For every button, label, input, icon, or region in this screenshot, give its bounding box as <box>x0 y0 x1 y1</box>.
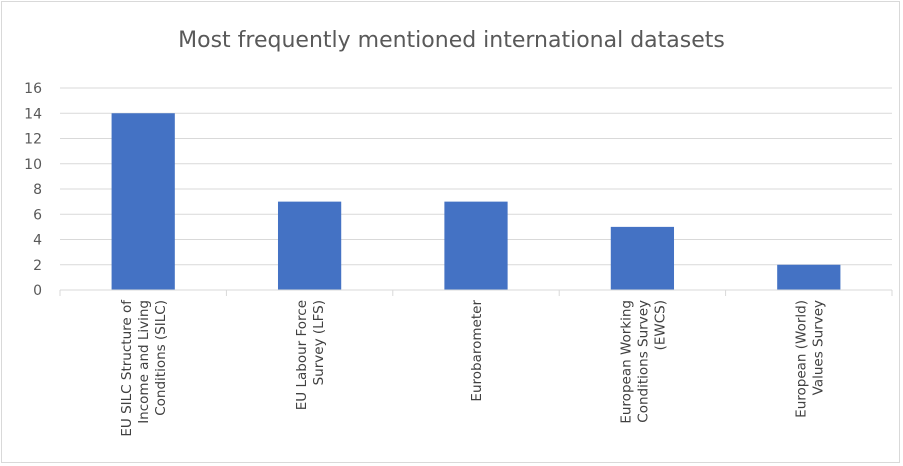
category-label-2: Eurobarometer <box>469 300 485 402</box>
category-label-line: Eurobarometer <box>469 300 485 402</box>
bar-1 <box>277 201 342 290</box>
category-label-line: (EWCS) <box>652 300 668 350</box>
y-tick-label: 14 <box>24 106 42 122</box>
y-tick-label: 16 <box>24 81 42 97</box>
y-tick-label: 12 <box>24 132 42 148</box>
y-tick-label: 10 <box>24 157 42 173</box>
labels: 0 2 4 6 8 10 12 14 16 EU SILC Structure of Income … <box>24 81 826 437</box>
bar-0 <box>111 113 175 290</box>
category-label-3: European Working Conditions Survey (EWCS) <box>618 300 668 424</box>
category-label-line: Conditions (SILC) <box>153 300 169 416</box>
y-tick-label: 2 <box>33 258 42 274</box>
category-label-line: Income and Living <box>136 300 152 424</box>
category-label-4: European (World) Values Survey <box>793 300 826 418</box>
axes <box>59 289 893 296</box>
bar-2 <box>444 201 508 290</box>
category-label-line: EU SILC Structure of <box>119 299 135 437</box>
category-label-line: Survey (LFS) <box>311 300 327 385</box>
category-label-0: EU SILC Structure of Income and Living Con… <box>119 299 169 437</box>
category-label-line: Conditions Survey <box>635 300 651 423</box>
y-tick-label: 8 <box>33 182 42 198</box>
y-tick-label: 0 <box>33 283 42 299</box>
category-label-1: EU Labour Force Survey (LFS) <box>294 300 327 410</box>
category-label-line: Values Survey <box>810 300 826 395</box>
y-tick-label: 6 <box>33 207 42 223</box>
bar-4 <box>777 264 841 290</box>
bars <box>111 113 841 290</box>
category-label-line: European (World) <box>793 300 809 418</box>
bar-3 <box>610 226 675 290</box>
chart-title: Most frequently mentioned international … <box>178 28 725 53</box>
category-label-line: EU Labour Force <box>294 300 310 410</box>
category-label-line: European Working <box>618 300 634 424</box>
y-tick-label: 4 <box>33 233 42 249</box>
